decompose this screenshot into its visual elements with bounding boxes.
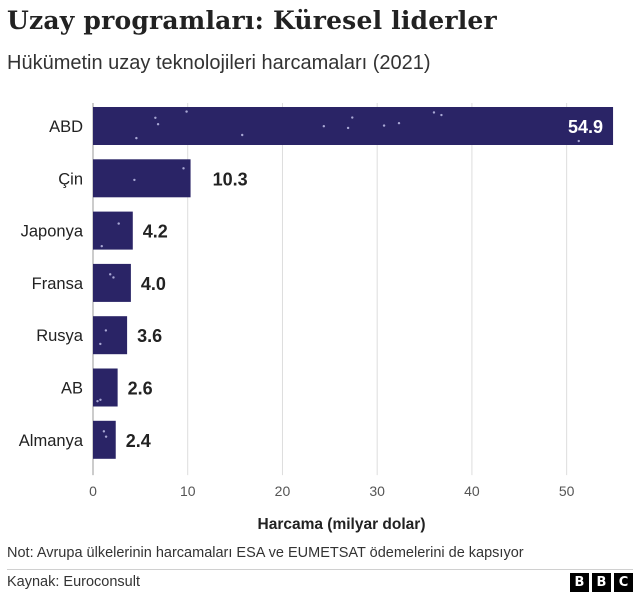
star-dot [440, 113, 443, 117]
star-dot [185, 110, 188, 113]
x-tick-label: 10 [180, 483, 196, 499]
category-label: AB [61, 380, 83, 398]
data-label: 4.2 [143, 222, 168, 242]
data-label: 10.3 [213, 169, 248, 189]
star-dot [346, 126, 350, 130]
category-label: Japonya [21, 223, 84, 241]
x-tick-label: 20 [275, 483, 291, 499]
star-dot [112, 276, 115, 279]
star-dot [154, 116, 157, 120]
x-tick-label: 50 [559, 483, 575, 499]
data-label: 2.4 [126, 431, 151, 451]
star-dot [182, 167, 185, 170]
star-dot [96, 399, 99, 403]
star-dot [109, 273, 112, 276]
star-dot [99, 398, 102, 401]
star-dot [102, 430, 106, 433]
bbc-logo-letter: B [570, 573, 589, 592]
star-dot [99, 342, 102, 346]
star-dot [104, 435, 108, 438]
data-label: 4.0 [141, 274, 166, 294]
chart-note: Not: Avrupa ülkelerinin harcamaları ESA … [7, 545, 524, 561]
bar [93, 211, 133, 250]
chart-subtitle: Hükümetin uzay teknolojileri harcamaları… [7, 52, 431, 74]
bar [93, 263, 131, 302]
bbc-logo-letter: B [592, 573, 611, 592]
chart-title: Uzay programları: Küresel liderler [7, 6, 497, 35]
x-tick-label: 30 [369, 483, 385, 499]
data-label: 2.6 [128, 379, 153, 399]
star-dot [135, 136, 138, 140]
star-dot [432, 111, 436, 114]
x-tick-label: 40 [464, 483, 480, 499]
category-label: Rusya [36, 327, 84, 345]
category-label: ABD [49, 118, 83, 136]
star-dot [322, 125, 326, 128]
bar [93, 159, 191, 198]
star-dot [351, 116, 354, 119]
footer-divider [7, 569, 633, 570]
star-dot [156, 123, 160, 126]
bbc-logo-letter: C [614, 573, 633, 592]
bbc-logo: B B C [570, 573, 633, 592]
bar [93, 316, 128, 355]
bar [93, 420, 116, 459]
chart-source: Kaynak: Euroconsult [7, 574, 140, 590]
x-axis-label: Harcama (milyar dolar) [258, 516, 426, 533]
star-dot [397, 121, 401, 125]
star-dot [577, 139, 580, 143]
star-dot [104, 329, 108, 332]
bar-chart: 0 10 20 30 40 50 ABD 54.9 Çin 10.3 Japonya 4.2 Frans… [19, 103, 614, 533]
category-label: Çin [58, 170, 83, 188]
category-label: Fransa [32, 275, 84, 293]
x-tick-label: 0 [89, 483, 97, 499]
star-dot [241, 133, 244, 137]
star-dot [133, 178, 136, 182]
star-dot [100, 244, 103, 248]
data-label: 3.6 [137, 326, 162, 346]
data-label: 54.9 [568, 117, 603, 137]
star-dot [117, 222, 120, 225]
star-dot [382, 124, 386, 127]
bar [93, 107, 614, 145]
category-label: Almanya [19, 432, 84, 450]
